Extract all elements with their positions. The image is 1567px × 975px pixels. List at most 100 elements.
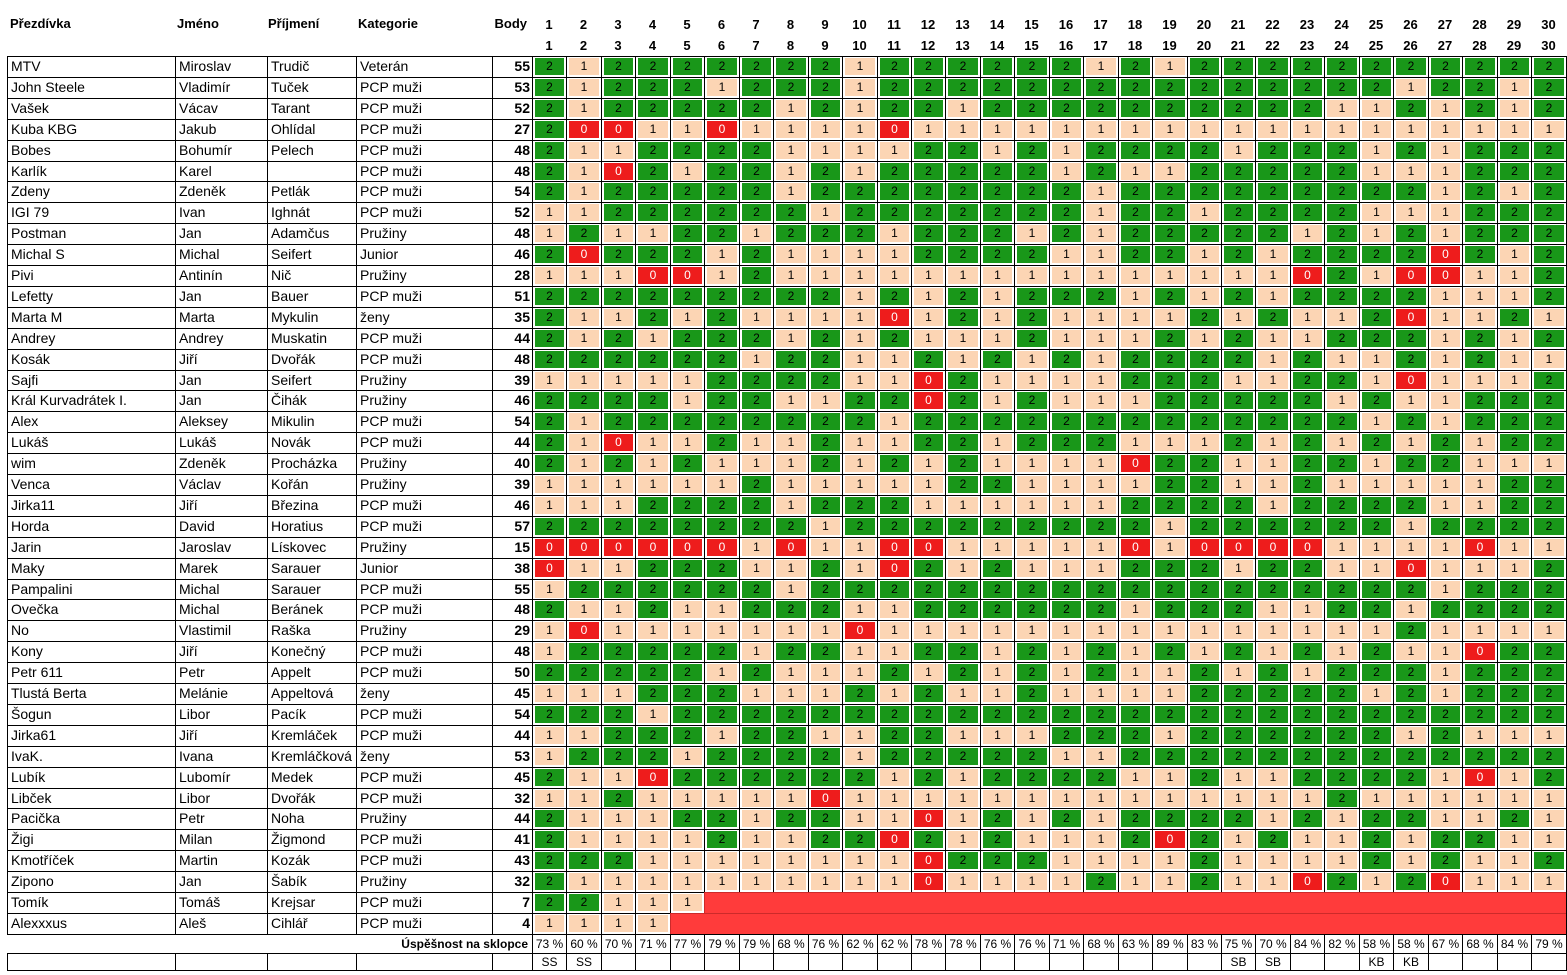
score-cell: 2	[1255, 662, 1290, 683]
score-cell: 1	[911, 495, 945, 516]
score-cell: 2	[566, 286, 601, 307]
player-points: 39	[492, 474, 532, 495]
score-cell: 1	[704, 662, 739, 683]
round-number-top: 2	[579, 17, 588, 32]
score-cell: 2	[532, 181, 566, 202]
score-cell: 1	[566, 181, 601, 202]
player-last-name: Konečný	[267, 641, 356, 662]
score-cell: 1	[739, 537, 773, 558]
score-cell: 2	[1497, 140, 1531, 161]
score-cell: 1	[670, 892, 704, 913]
score-cell: 1	[980, 119, 1014, 140]
score-cell: 1	[1083, 746, 1118, 767]
score-cell: 2	[532, 704, 566, 725]
score-cell: 1	[1152, 161, 1187, 181]
score-cell: 2	[635, 683, 670, 704]
score-cell: 2	[1497, 516, 1531, 537]
score-cell: 2	[1152, 244, 1187, 265]
score-cell: 2	[532, 390, 566, 411]
score-cell: 1	[1428, 641, 1462, 662]
score-cell: 2	[1014, 390, 1049, 411]
round-number-top: 15	[1024, 17, 1039, 32]
score-cell: 2	[1049, 98, 1083, 119]
score-cell: 2	[1049, 77, 1083, 98]
score-cell: 1	[842, 432, 877, 453]
score-cell: 2	[911, 829, 945, 850]
score-cell: 1	[773, 850, 808, 871]
score-cell: 1	[808, 683, 842, 704]
score-cell: 1	[808, 725, 842, 746]
score-cell: 2	[601, 850, 635, 871]
score-cell: 1	[1393, 516, 1428, 537]
score-cell: 1	[1152, 725, 1187, 746]
score-cell: 2	[532, 453, 566, 474]
score-cell: 1	[773, 244, 808, 265]
score-cell: 2	[877, 328, 911, 349]
score-cell: 2	[1187, 871, 1221, 892]
score-cell: 2	[1428, 77, 1462, 98]
score-cell: 2	[773, 349, 808, 370]
score-cell: 1	[1152, 683, 1187, 704]
score-cell: 1	[704, 77, 739, 98]
score-cell: 2	[635, 599, 670, 620]
score-cell: 1	[1462, 286, 1497, 307]
score-cell: 2	[1221, 286, 1255, 307]
score-cell: 2	[601, 98, 635, 119]
round-number-top: 24	[1334, 17, 1349, 32]
score-cell: 2	[601, 56, 635, 77]
score-cell: 2	[1118, 579, 1152, 599]
score-cell: 1	[945, 829, 980, 850]
score-cell: 1	[1497, 265, 1531, 286]
score-cell: 2	[1118, 829, 1152, 850]
score-cell: 2	[704, 516, 739, 537]
player-category: PCP muži	[356, 892, 492, 913]
score-cell: 1	[566, 829, 601, 850]
round-number-bottom: 30	[1541, 38, 1556, 53]
score-cell: 1	[670, 307, 704, 328]
score-cell: 1	[1497, 98, 1531, 119]
score-cell: 1	[1221, 788, 1255, 808]
score-cell: 1	[1014, 265, 1049, 286]
round-number-bottom: 18	[1127, 38, 1143, 53]
score-cell: 1	[1497, 370, 1531, 390]
score-cell: 2	[1118, 725, 1152, 746]
score-cell: 2	[1462, 662, 1497, 683]
score-cell: 2	[945, 77, 980, 98]
round-number-top: 30	[1541, 17, 1556, 32]
score-cell: 2	[1221, 641, 1255, 662]
score-cell: 1	[1531, 808, 1566, 829]
score-cell: 1	[980, 495, 1014, 516]
score-cell: 1	[1083, 495, 1118, 516]
player-nickname: Vašek	[7, 98, 175, 119]
score-cell: 2	[1428, 516, 1462, 537]
score-cell: 1	[945, 119, 980, 140]
score-cell: 1	[1462, 495, 1497, 516]
score-cell: 2	[670, 140, 704, 161]
score-cell: 2	[532, 411, 566, 432]
score-cell: 1	[1428, 767, 1462, 788]
score-cell: 1	[566, 370, 601, 390]
score-cell: 1	[1118, 161, 1152, 181]
player-nickname: No	[7, 620, 175, 641]
score-cell: 2	[635, 244, 670, 265]
player-first-name: Marek	[175, 558, 267, 579]
player-first-name: Michal	[175, 599, 267, 620]
score-cell: 2	[1255, 161, 1290, 181]
score-cell: 2	[635, 349, 670, 370]
score-cell: 1	[635, 620, 670, 641]
score-cell: 2	[1152, 98, 1187, 119]
score-cell: 2	[1531, 558, 1566, 579]
score-cell: 1	[1290, 307, 1324, 328]
score-cell: 1	[1324, 98, 1359, 119]
score-cell: 2	[566, 641, 601, 662]
score-cell: 2	[911, 767, 945, 788]
score-cell: 1	[1049, 788, 1083, 808]
score-cell: 2	[980, 244, 1014, 265]
player-nickname: Libček	[7, 788, 175, 808]
score-cell: 2	[945, 390, 980, 411]
round-number-top: 4	[648, 17, 657, 32]
score-cell: 2	[635, 390, 670, 411]
score-cell: 1	[1049, 140, 1083, 161]
score-cell: 2	[601, 286, 635, 307]
player-category: Pružiny	[356, 871, 492, 892]
